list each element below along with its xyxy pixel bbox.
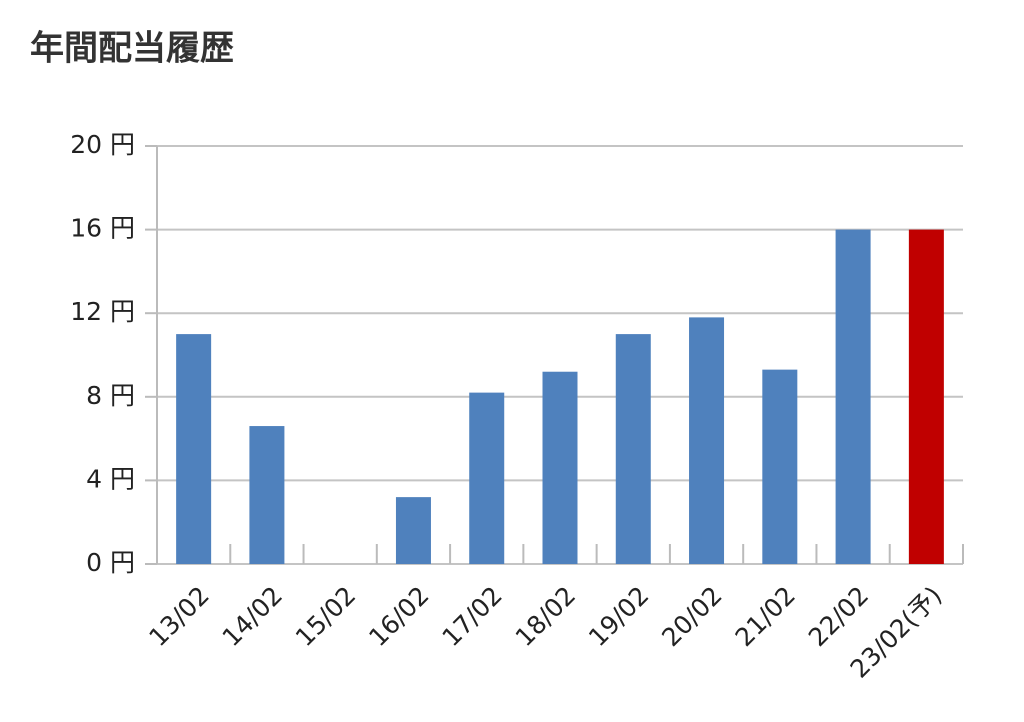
bar bbox=[615, 334, 651, 564]
bar bbox=[689, 317, 725, 564]
bar bbox=[542, 371, 578, 564]
y-tick-label: 16 円 bbox=[70, 214, 135, 243]
x-tick-label: 15/02 bbox=[290, 581, 361, 652]
x-tick-label: 13/02 bbox=[143, 581, 214, 652]
x-tick-label: 18/02 bbox=[510, 581, 581, 652]
bar bbox=[176, 334, 212, 564]
bar bbox=[762, 369, 798, 564]
y-tick-label: 8 円 bbox=[86, 381, 135, 410]
x-tick-label: 19/02 bbox=[583, 581, 654, 652]
x-tick-label: 16/02 bbox=[363, 581, 434, 652]
x-tick-label: 20/02 bbox=[656, 581, 727, 652]
x-tick-label: 14/02 bbox=[217, 581, 288, 652]
bar bbox=[395, 497, 431, 564]
x-tick-label: 21/02 bbox=[730, 581, 801, 652]
y-tick-label: 20 円 bbox=[70, 130, 135, 159]
y-tick-label: 0 円 bbox=[86, 548, 135, 577]
y-tick-label: 12 円 bbox=[70, 297, 135, 326]
x-tick-label: 22/02 bbox=[803, 581, 874, 652]
x-tick-label: 17/02 bbox=[436, 581, 507, 652]
bar bbox=[469, 392, 505, 564]
bar bbox=[835, 229, 871, 564]
bar bbox=[908, 229, 944, 564]
chart-title: 年間配当履歴 bbox=[30, 29, 234, 69]
y-tick-label: 4 円 bbox=[86, 464, 135, 493]
bar bbox=[249, 426, 285, 564]
